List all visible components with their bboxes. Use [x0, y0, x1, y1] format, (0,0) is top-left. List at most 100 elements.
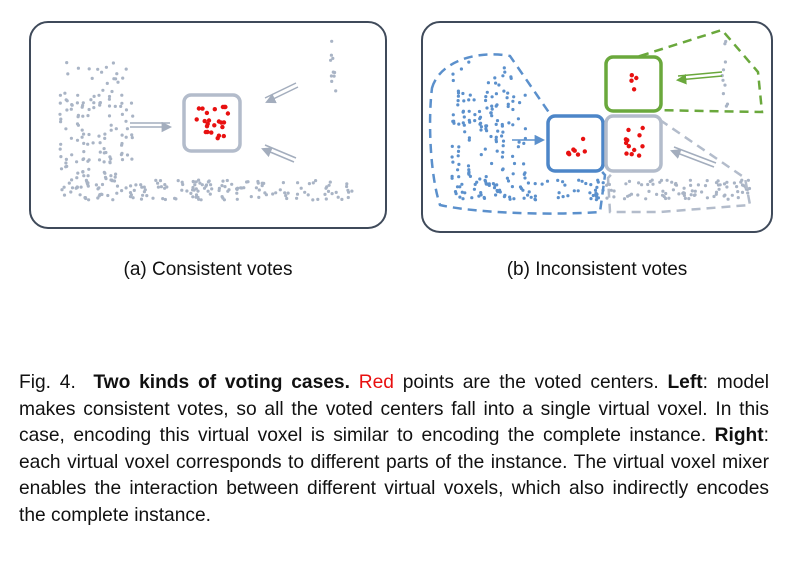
- voted-center: [631, 87, 637, 92]
- voted-center: [212, 107, 217, 112]
- point: [114, 77, 118, 81]
- point: [262, 181, 266, 185]
- point: [326, 189, 331, 193]
- point: [97, 134, 101, 138]
- point: [76, 93, 80, 97]
- point: [63, 91, 67, 95]
- point: [81, 101, 85, 105]
- point: [86, 142, 90, 146]
- point: [637, 181, 641, 185]
- point: [92, 94, 96, 98]
- point: [107, 114, 112, 118]
- point: [87, 167, 91, 171]
- panel-b: [421, 21, 773, 233]
- point: [316, 197, 320, 201]
- point: [588, 191, 592, 195]
- point: [311, 181, 315, 185]
- point: [721, 92, 726, 96]
- point: [510, 185, 514, 189]
- point: [533, 182, 537, 186]
- point: [506, 102, 510, 106]
- point: [107, 94, 112, 99]
- point: [249, 195, 253, 199]
- point: [508, 195, 512, 199]
- point: [307, 182, 311, 186]
- point: [533, 198, 538, 202]
- voted-center: [640, 144, 645, 149]
- point: [511, 123, 515, 127]
- point: [323, 192, 327, 196]
- blue-part-region: [428, 53, 607, 215]
- point: [329, 74, 333, 78]
- point: [129, 184, 133, 188]
- point: [456, 94, 460, 98]
- point: [457, 175, 461, 179]
- point: [64, 161, 68, 165]
- voted-center: [634, 75, 639, 81]
- voted-center: [209, 130, 214, 135]
- point: [124, 108, 129, 112]
- point: [495, 183, 499, 187]
- point: [450, 144, 454, 148]
- point: [60, 188, 64, 192]
- panel-a-vote-arrows: [130, 82, 299, 163]
- point: [107, 97, 111, 101]
- point: [139, 197, 144, 201]
- point: [640, 183, 644, 187]
- point: [561, 195, 565, 199]
- point: [490, 104, 494, 108]
- point: [78, 193, 82, 197]
- point: [724, 39, 728, 44]
- point: [725, 180, 729, 184]
- point: [257, 188, 261, 192]
- point: [109, 128, 113, 132]
- point: [665, 178, 669, 182]
- point: [104, 65, 108, 69]
- point: [70, 178, 74, 182]
- point: [194, 195, 198, 199]
- point: [512, 161, 517, 166]
- point: [197, 197, 201, 201]
- point: [235, 187, 239, 191]
- point: [226, 189, 230, 193]
- panel-a: [29, 21, 387, 229]
- point: [458, 185, 462, 189]
- point: [714, 192, 718, 196]
- point: [601, 181, 605, 185]
- point: [114, 127, 118, 131]
- point: [295, 192, 300, 196]
- point: [477, 194, 481, 198]
- point: [563, 183, 567, 187]
- point: [518, 101, 522, 105]
- point: [329, 58, 333, 62]
- point: [110, 89, 114, 94]
- point: [109, 123, 113, 127]
- point: [462, 99, 466, 103]
- point: [723, 83, 727, 87]
- point: [624, 182, 628, 186]
- point: [132, 188, 136, 192]
- figure-caption: Fig. 4. Two kinds of voting cases. Red p…: [19, 370, 769, 530]
- point: [65, 99, 69, 103]
- point: [479, 153, 483, 157]
- point: [181, 182, 185, 187]
- point: [689, 193, 693, 197]
- point: [86, 184, 90, 188]
- point: [478, 117, 482, 121]
- point: [683, 196, 688, 200]
- point: [191, 195, 195, 199]
- point: [109, 157, 113, 161]
- point: [561, 180, 565, 184]
- point: [612, 195, 616, 199]
- point: [646, 182, 650, 187]
- point: [495, 188, 499, 193]
- point: [584, 181, 588, 186]
- point: [556, 196, 560, 200]
- point: [156, 185, 160, 189]
- voted-center: [632, 147, 637, 153]
- point: [650, 178, 654, 182]
- point: [75, 101, 79, 105]
- point: [198, 181, 202, 185]
- point: [82, 174, 86, 178]
- point: [120, 101, 124, 105]
